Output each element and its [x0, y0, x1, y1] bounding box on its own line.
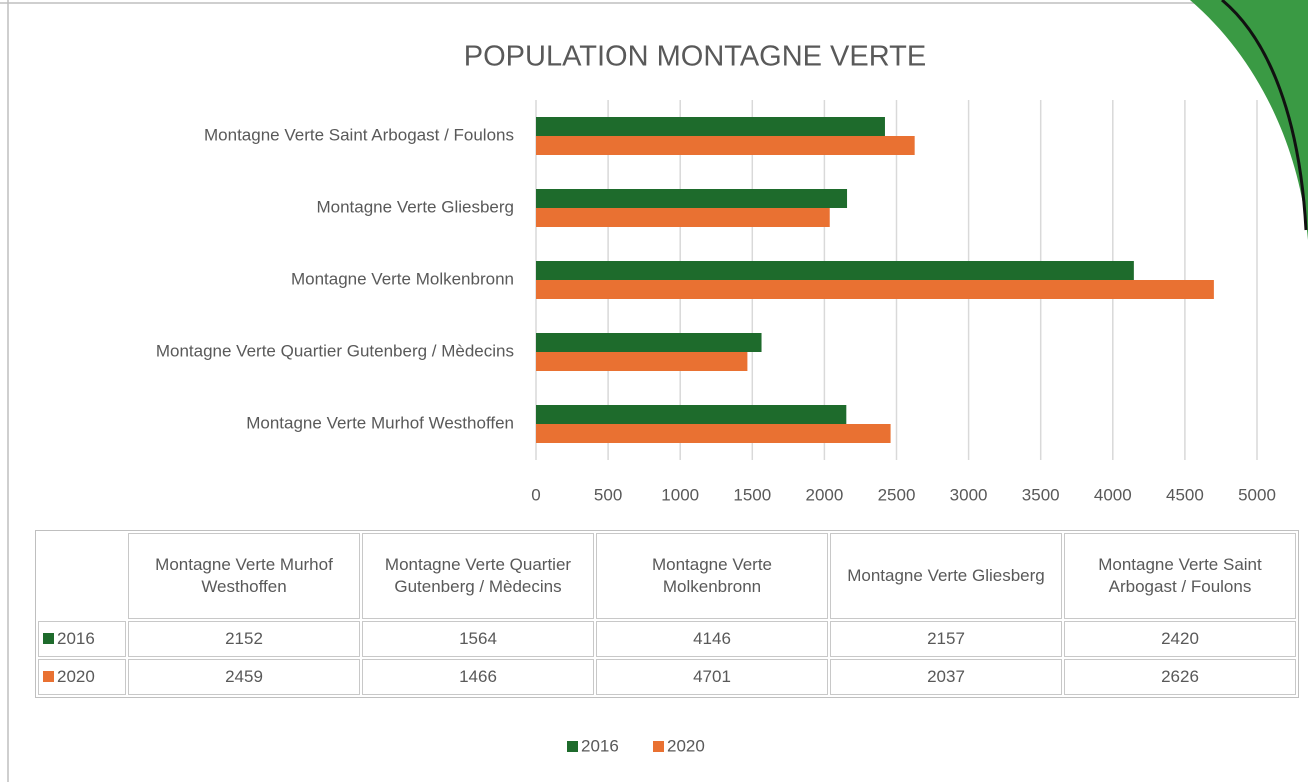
- table-cell: 2626: [1064, 659, 1296, 695]
- x-tick-label: 5000: [1238, 485, 1276, 504]
- bar: [536, 280, 1214, 299]
- y-tick-label: Montagne Verte Quartier Gutenberg / Mède…: [156, 341, 514, 360]
- x-tick-label: 1500: [733, 485, 771, 504]
- legend-label: 2020: [667, 736, 705, 755]
- table-cell: 4701: [596, 659, 828, 695]
- table-header-cell: Montagne Verte Molkenbronn: [596, 533, 828, 619]
- x-tick-label: 2000: [805, 485, 843, 504]
- y-tick-label: Montagne Verte Saint Arbogast / Foulons: [204, 125, 514, 144]
- table-cell: 1466: [362, 659, 594, 695]
- x-tick-label: 4500: [1166, 485, 1204, 504]
- bar: [536, 136, 915, 155]
- y-tick-label: Montagne Verte Murhof Westhoffen: [246, 413, 514, 432]
- table-header-cell: Montagne Verte Quartier Gutenberg / Mède…: [362, 533, 594, 619]
- x-tick-label: 3500: [1022, 485, 1060, 504]
- table-header-cell: Montagne Verte Saint Arbogast / Foulons: [1064, 533, 1296, 619]
- table-corner: [38, 533, 126, 619]
- bar: [536, 261, 1134, 280]
- bar: [536, 333, 762, 352]
- x-tick-label: 3000: [950, 485, 988, 504]
- bar: [536, 424, 891, 443]
- table-cell: 2037: [830, 659, 1062, 695]
- x-tick-label: 0: [531, 485, 540, 504]
- bar: [536, 189, 847, 208]
- table-cell: 2420: [1064, 621, 1296, 657]
- bar: [536, 208, 830, 227]
- series-name: 2016: [57, 629, 95, 648]
- y-tick-label: Montagne Verte Gliesberg: [316, 197, 514, 216]
- table-cell: 2459: [128, 659, 360, 695]
- table-cell: 4146: [596, 621, 828, 657]
- x-tick-label: 4000: [1094, 485, 1132, 504]
- legend-key: [43, 633, 54, 644]
- table-cell: 1564: [362, 621, 594, 657]
- legend-key: [567, 741, 578, 752]
- y-tick-label: Montagne Verte Molkenbronn: [291, 269, 514, 288]
- x-tick-label: 500: [594, 485, 622, 504]
- bar: [536, 352, 747, 371]
- page: {"chart_data": {"type": "bar", "title": …: [0, 0, 1308, 782]
- table-cell: 2157: [830, 621, 1062, 657]
- chart-title: POPULATION MONTAGNE VERTE: [464, 41, 926, 73]
- table-header-cell: Montagne Verte Murhof Westhoffen: [128, 533, 360, 619]
- table-header-cell: Montagne Verte Gliesberg: [830, 533, 1062, 619]
- x-tick-label: 2500: [878, 485, 916, 504]
- series-name: 2020: [57, 667, 95, 686]
- bar: [536, 405, 846, 424]
- legend-key: [43, 671, 54, 682]
- x-tick-label: 1000: [661, 485, 699, 504]
- bar: [536, 117, 885, 136]
- legend-label: 2016: [581, 736, 619, 755]
- table-cell: 2152: [128, 621, 360, 657]
- legend-key: [653, 741, 664, 752]
- table-row-label: 2016: [38, 621, 126, 657]
- table-row-label: 2020: [38, 659, 126, 695]
